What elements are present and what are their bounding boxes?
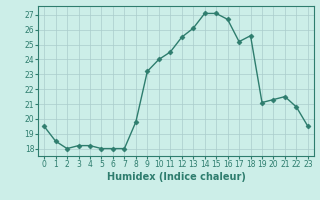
X-axis label: Humidex (Indice chaleur): Humidex (Indice chaleur) [107,172,245,182]
